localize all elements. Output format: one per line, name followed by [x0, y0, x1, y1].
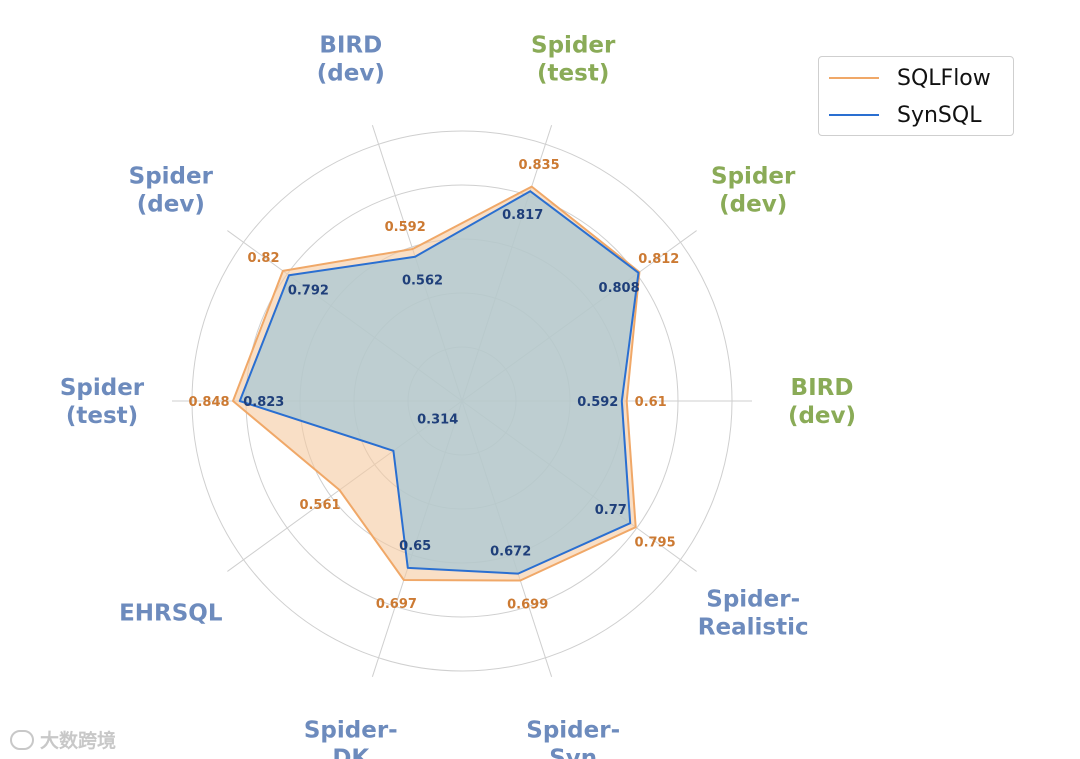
legend-swatch-sqlflow	[829, 77, 879, 79]
legend-label-sqlflow: SQLFlow	[897, 65, 991, 91]
value-label-sqlflow-6: 0.561	[299, 498, 340, 513]
value-label-sqlflow-3: 0.795	[635, 535, 676, 550]
axis-label-8: Spider (dev)	[129, 163, 214, 217]
value-label-synsql-6: 0.314	[417, 413, 458, 428]
axis-label-0: Spider (test)	[531, 33, 616, 87]
legend-item-sqlflow: SQLFlow	[829, 63, 991, 93]
value-label-sqlflow-5: 0.697	[376, 597, 417, 612]
value-label-synsql-8: 0.792	[288, 283, 329, 298]
value-label-sqlflow-2: 0.61	[635, 395, 667, 410]
legend-swatch-synsql	[829, 114, 879, 116]
legend: SQLFlow SynSQL	[818, 56, 1014, 136]
value-label-synsql-3: 0.77	[595, 503, 627, 518]
legend-item-synsql: SynSQL	[829, 100, 981, 130]
value-label-sqlflow-0: 0.835	[519, 158, 560, 173]
watermark-logo-icon	[10, 729, 34, 750]
axis-label-2: BIRD (dev)	[788, 375, 856, 429]
axis-label-7: Spider (test)	[60, 375, 145, 429]
value-label-sqlflow-4: 0.699	[507, 597, 548, 612]
value-label-sqlflow-1: 0.812	[638, 252, 679, 267]
value-label-sqlflow-7: 0.848	[188, 395, 229, 410]
value-label-synsql-9: 0.562	[402, 274, 443, 289]
watermark-text: 大数跨境	[40, 730, 117, 752]
axis-label-3: Spider-Realistic	[698, 587, 809, 641]
value-label-synsql-2: 0.592	[577, 395, 618, 410]
axis-label-4: Spider-Syn	[526, 717, 620, 759]
value-label-synsql-0: 0.817	[502, 208, 543, 223]
axis-label-9: BIRD (dev)	[317, 33, 385, 87]
value-label-synsql-5: 0.65	[399, 539, 431, 554]
watermark: 大数跨境	[10, 726, 116, 753]
axis-label-1: Spider (dev)	[711, 163, 796, 217]
value-label-sqlflow-9: 0.592	[385, 220, 426, 235]
legend-label-synsql: SynSQL	[897, 102, 982, 128]
series-area-synsql	[238, 190, 640, 575]
value-label-synsql-1: 0.808	[599, 281, 640, 296]
value-label-synsql-4: 0.672	[490, 545, 531, 560]
axis-label-5: Spider-DK	[304, 717, 398, 759]
value-label-sqlflow-8: 0.82	[247, 251, 279, 266]
value-label-synsql-7: 0.823	[243, 395, 284, 410]
axis-label-6: EHRSQL	[119, 601, 223, 627]
